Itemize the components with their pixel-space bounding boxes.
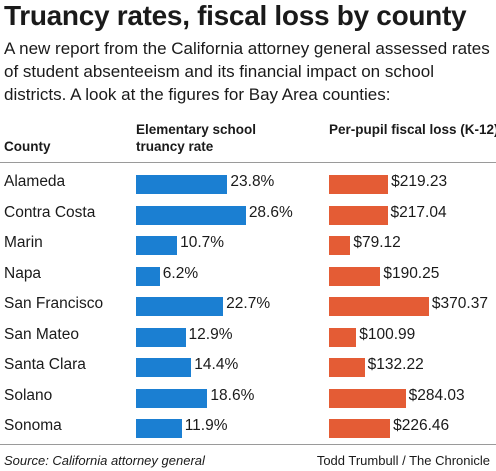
county-label: Marin: [4, 234, 43, 251]
truancy-rate-label: 12.9%: [188, 325, 233, 343]
fiscal-loss-label: $79.12: [353, 234, 401, 251]
fiscal-loss-bar: [329, 297, 429, 316]
footer-divider: [0, 443, 496, 445]
truancy-rate-bar: [136, 327, 186, 347]
truancy-rate-bar: [136, 419, 182, 438]
county-label: Napa: [4, 264, 42, 282]
header-divider: [0, 162, 496, 163]
chart-title: Truancy rates, fiscal loss by county: [4, 0, 467, 31]
fiscal-loss-bar: [329, 175, 389, 194]
truancy-rate-bar: [136, 266, 160, 286]
truancy-rate-bar: [136, 388, 208, 408]
truancy-rate-label: 11.9%: [184, 417, 228, 434]
truancy-rate-label: 23.8%: [230, 173, 275, 190]
fiscal-loss-bar: [329, 205, 388, 225]
county-label: Santa Clara: [4, 356, 86, 373]
truancy-rate-bar: [136, 175, 228, 194]
fiscal-loss-label: $284.03: [408, 386, 465, 404]
truancy-rate-label: 18.6%: [210, 386, 255, 404]
fiscal-loss-label: $100.99: [359, 325, 416, 343]
truancy-rate-bar: [136, 297, 224, 316]
truancy-rate-label: 14.4%: [194, 356, 239, 373]
fiscal-loss-label: $370.37: [431, 295, 488, 312]
truancy-rate-bar: [136, 236, 178, 255]
fiscal-loss-bar: [329, 327, 357, 347]
fiscal-loss-bar: [329, 266, 381, 286]
county-label: San Francisco: [4, 295, 104, 312]
county-label: Sonoma: [4, 417, 62, 434]
county-label: San Mateo: [4, 325, 79, 343]
truancy-rate-label: 6.2%: [162, 264, 199, 282]
fiscal-loss-bar: [329, 236, 351, 255]
truancy-rate-bar: [136, 358, 192, 377]
truancy-rate-label: 10.7%: [180, 234, 225, 251]
truancy-rate-label: 28.6%: [248, 203, 293, 221]
credit-line: Todd Trumbull / The Chronicle: [316, 453, 490, 468]
county-label: Alameda: [4, 173, 66, 190]
fiscal-loss-label: $226.46: [393, 417, 450, 434]
fiscal-loss-bar: [329, 388, 406, 408]
county-label: Solano: [4, 386, 53, 404]
chart-subtitle: A new report from the California attorne…: [4, 39, 490, 104]
fiscal-loss-bar: [329, 358, 365, 377]
column-header-fiscal-loss: Per-pupil fiscal loss (K-12): [329, 122, 496, 137]
column-header-county: County: [4, 139, 51, 154]
fiscal-loss-label: $219.23: [391, 173, 448, 190]
fiscal-loss-label: $190.25: [383, 264, 440, 282]
county-label: Contra Costa: [4, 203, 96, 221]
fiscal-loss-bar: [329, 419, 391, 438]
source-note: Source: California attorney general: [4, 453, 205, 468]
column-header-truancy-rate: Elementary school truancy rate: [136, 122, 257, 154]
truancy-rate-label: 22.7%: [226, 295, 271, 312]
fiscal-loss-label: $217.04: [390, 203, 447, 221]
truancy-rate-bar: [136, 205, 246, 225]
fiscal-loss-label: $132.22: [367, 356, 424, 373]
